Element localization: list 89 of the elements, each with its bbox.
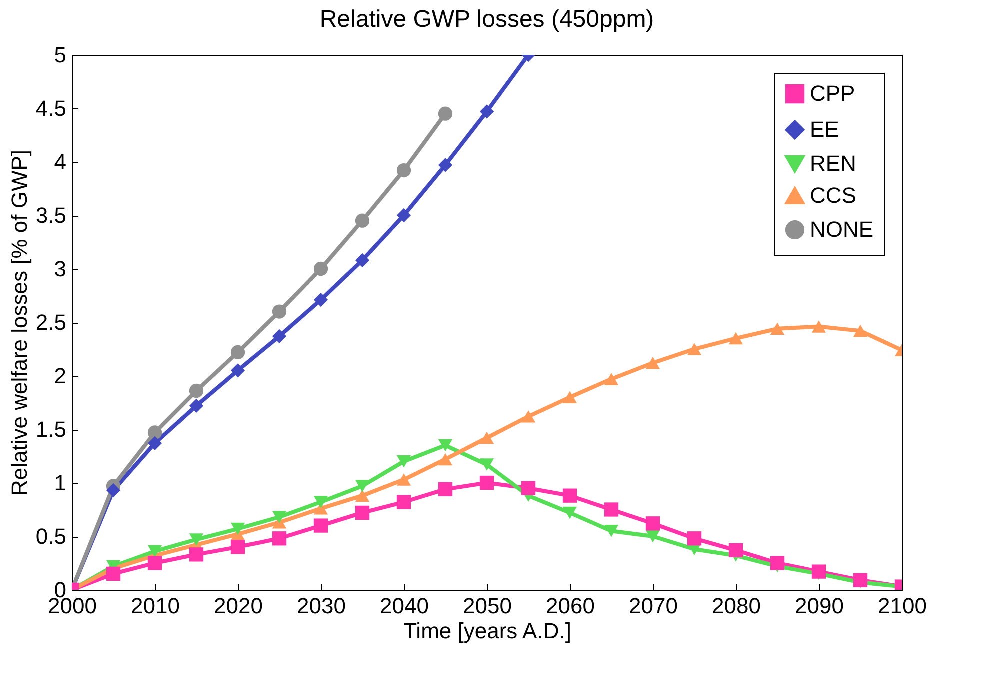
- point: [355, 480, 370, 492]
- x-tick-label: 2050: [463, 594, 512, 618]
- x-tick-label: 2040: [380, 594, 429, 618]
- x-tick-label: 2100: [878, 594, 927, 618]
- point: [438, 158, 453, 172]
- point: [230, 364, 246, 378]
- y-tick-label: 2: [54, 364, 66, 388]
- point: [189, 548, 204, 562]
- x-tick-label: 2020: [214, 594, 263, 618]
- legend-label: NONE: [810, 217, 874, 242]
- point: [148, 556, 162, 570]
- point: [646, 516, 660, 531]
- point: [438, 439, 453, 452]
- y-tick-label: 5: [54, 42, 66, 68]
- point: [646, 357, 660, 370]
- point: [480, 432, 494, 444]
- x-tick-label: 2060: [546, 594, 595, 618]
- point: [314, 262, 328, 276]
- point: [396, 208, 412, 223]
- y-tick-label: 2.5: [36, 310, 66, 335]
- y-tick-label: 4: [54, 150, 66, 174]
- point: [355, 490, 370, 502]
- point: [812, 564, 826, 579]
- x-tick-label: 2070: [629, 594, 678, 618]
- point: [604, 525, 619, 538]
- point: [230, 540, 246, 554]
- point: [189, 384, 204, 398]
- point: [272, 329, 287, 344]
- y-tick-label: 0.5: [36, 524, 66, 549]
- point: [480, 458, 494, 471]
- point: [396, 474, 412, 486]
- legend-label: CCS: [810, 183, 856, 208]
- point: [314, 496, 328, 508]
- point: [438, 453, 453, 466]
- point: [230, 522, 246, 536]
- y-tick-label: 3: [54, 256, 66, 282]
- point: [314, 518, 328, 533]
- point: [604, 373, 619, 386]
- x-tick-label: 2080: [712, 594, 761, 618]
- point: [480, 476, 494, 490]
- point: [355, 214, 370, 228]
- point: [148, 426, 162, 440]
- point: [230, 345, 246, 360]
- point: [272, 511, 287, 524]
- point: [438, 106, 453, 121]
- point: [148, 436, 162, 450]
- point: [687, 343, 702, 356]
- y-axis-title: Relative welfare losses [% of GWP]: [6, 150, 32, 496]
- point: [314, 292, 328, 308]
- point: [355, 506, 370, 520]
- point: [728, 332, 744, 345]
- point: [480, 104, 494, 119]
- chart-title: Relative GWP losses (450ppm): [320, 6, 654, 33]
- point: [272, 532, 287, 546]
- point: [853, 324, 868, 338]
- point: [521, 410, 536, 423]
- point: [646, 530, 660, 543]
- point: [272, 304, 287, 319]
- point: [687, 532, 702, 546]
- point: [562, 391, 578, 404]
- y-tick-label: 4.5: [36, 96, 66, 121]
- point: [853, 573, 868, 588]
- point: [106, 566, 121, 582]
- point: [148, 545, 162, 558]
- point: [189, 398, 204, 414]
- y-tick-label: 1: [54, 470, 66, 496]
- legend-label: CPP: [810, 81, 856, 106]
- point: [770, 556, 785, 570]
- point: [812, 320, 826, 333]
- x-tick-label: 2010: [131, 594, 180, 618]
- point: [604, 502, 619, 517]
- point: [521, 481, 536, 496]
- point: [396, 455, 412, 468]
- x-tick-label: 2030: [297, 594, 346, 618]
- point: [438, 482, 453, 496]
- point: [562, 488, 578, 503]
- y-tick-label: 3.5: [36, 203, 66, 228]
- legend-label: EE: [810, 117, 840, 142]
- point: [770, 322, 785, 336]
- point: [355, 253, 370, 268]
- point: [396, 495, 412, 510]
- point: [562, 506, 578, 520]
- legend-label: REN: [810, 151, 856, 176]
- x-axis-title: Time [years A.D.]: [404, 618, 572, 644]
- y-tick-label: 1.5: [36, 417, 66, 442]
- point: [396, 164, 412, 178]
- point: [106, 483, 121, 498]
- x-tick-label: 2090: [795, 594, 844, 618]
- point: [189, 534, 204, 546]
